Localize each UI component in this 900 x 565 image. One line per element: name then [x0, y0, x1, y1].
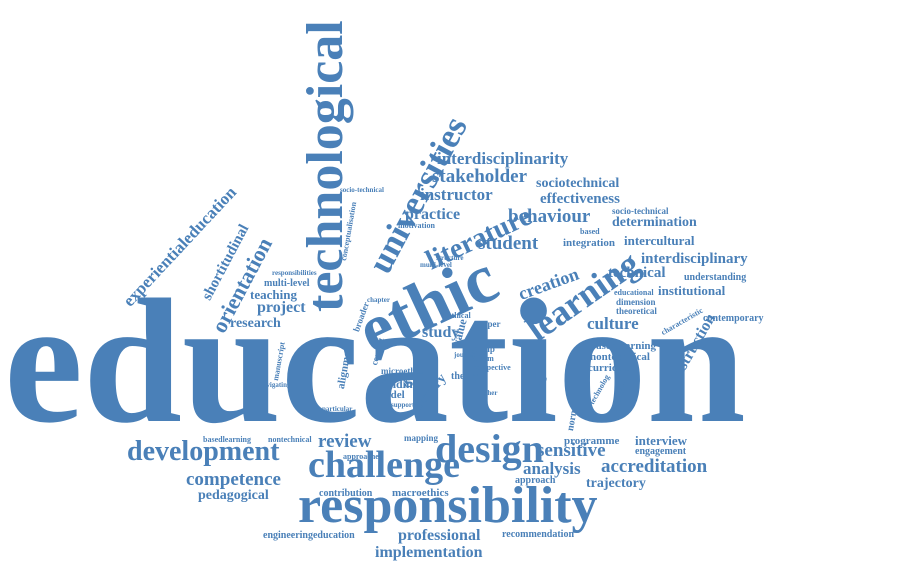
word-approaches: approaches: [343, 452, 382, 461]
word-motivation: multi-level: [264, 278, 310, 289]
word-project: project: [257, 299, 306, 316]
word-intercultural: intercultural: [624, 233, 695, 248]
word-support: support: [391, 401, 415, 409]
word-technical: technical: [608, 265, 666, 281]
word-competence: competence: [186, 469, 281, 490]
word-mapping: mapping: [404, 433, 439, 443]
word-behaviour: behaviour: [508, 206, 591, 227]
word-macroethics: macroethics: [392, 487, 449, 499]
word-particular: particular: [322, 405, 353, 413]
word-contribution: contribution: [319, 488, 373, 499]
word-education: education: [4, 262, 746, 460]
word-method: multi-level: [420, 261, 452, 269]
word-higher: higher: [478, 389, 498, 397]
word-structure: structure: [436, 254, 464, 262]
word-challenge: challenge: [308, 444, 460, 486]
word-collective: curricular: [588, 362, 637, 374]
word-navigating: navigating: [259, 381, 291, 389]
word-determination: determination: [612, 215, 697, 230]
word-trajectory: trajectory: [586, 476, 646, 491]
word-goal: study: [422, 324, 460, 341]
word-recommendation: recommendation: [502, 529, 575, 540]
word-interdisciplinary: interdisciplinary: [641, 251, 748, 267]
word-analysis: analysis: [523, 459, 581, 478]
word-ethical: paper: [478, 319, 501, 329]
word-norm: group: [472, 344, 495, 354]
word-perspective: motivation: [398, 221, 435, 230]
word-studies: case: [531, 375, 550, 401]
word-stakeholder: stakeholder: [432, 166, 527, 187]
word-pedagogical: pedagogical: [198, 488, 269, 503]
word-dimension: dimension: [616, 297, 656, 307]
word-teaching: teaching: [250, 287, 297, 302]
word-research: research: [230, 316, 281, 331]
word-approach: approach: [515, 475, 556, 486]
word-educational: educational: [614, 288, 654, 297]
word-instructor: instructor: [420, 185, 493, 204]
word-responsibility: responsibility: [298, 477, 598, 534]
word-theoretical: theoretical: [616, 306, 657, 316]
word-culture: culture: [587, 314, 639, 333]
word-need: journal: [454, 351, 477, 359]
word-curricular: programme: [564, 435, 620, 447]
word-effectiveness: effectiveness: [540, 191, 620, 207]
word-nontechnical: nontechnical: [268, 435, 312, 444]
word-interview: interview: [635, 433, 687, 448]
word-sociotechnical: sociotechnical: [536, 176, 620, 191]
word-institutional: institutional: [658, 283, 726, 298]
word-alignment: integration: [563, 237, 615, 249]
word-interdisciplinarity: interdisciplinarity: [437, 149, 569, 168]
word-understanding: understanding: [684, 272, 747, 283]
word-multi-level: responsibilities: [272, 269, 317, 277]
word-chapter: chapter: [367, 296, 390, 304]
word-engagement: engagement: [635, 446, 687, 457]
word-group: reform: [470, 354, 494, 363]
word-creation: basedlearning: [590, 340, 657, 352]
word-basedlearning: basedlearning: [203, 435, 252, 444]
word-review: review: [318, 431, 372, 452]
word-implementation: implementation: [375, 544, 483, 561]
word-paper: theory: [451, 371, 479, 382]
word-development: development: [127, 436, 280, 467]
word-model: microethics: [381, 366, 426, 376]
word-integration: based: [580, 227, 600, 236]
word-societal: nontechnical: [590, 351, 650, 363]
word-student: student: [478, 233, 539, 254]
word-engineeringeducation: engineeringeducation: [263, 530, 355, 541]
word-socio-technical: socio-technical: [612, 206, 669, 216]
word-conceptualisation: socio-technical: [340, 186, 384, 194]
word-accreditation: accreditation: [601, 456, 708, 477]
word-contemporary: contemporary: [703, 313, 764, 324]
word-professional: professional: [398, 527, 481, 544]
word-design: design: [435, 426, 544, 471]
word-theory: perspective: [472, 363, 511, 372]
word-sensitive: sensitive: [537, 440, 606, 461]
word-finding: model: [376, 389, 405, 401]
word-practice: practice: [405, 206, 461, 223]
word-case: goal: [404, 367, 437, 387]
word-reform: ethical: [448, 311, 471, 320]
word-history: finding: [382, 377, 419, 391]
